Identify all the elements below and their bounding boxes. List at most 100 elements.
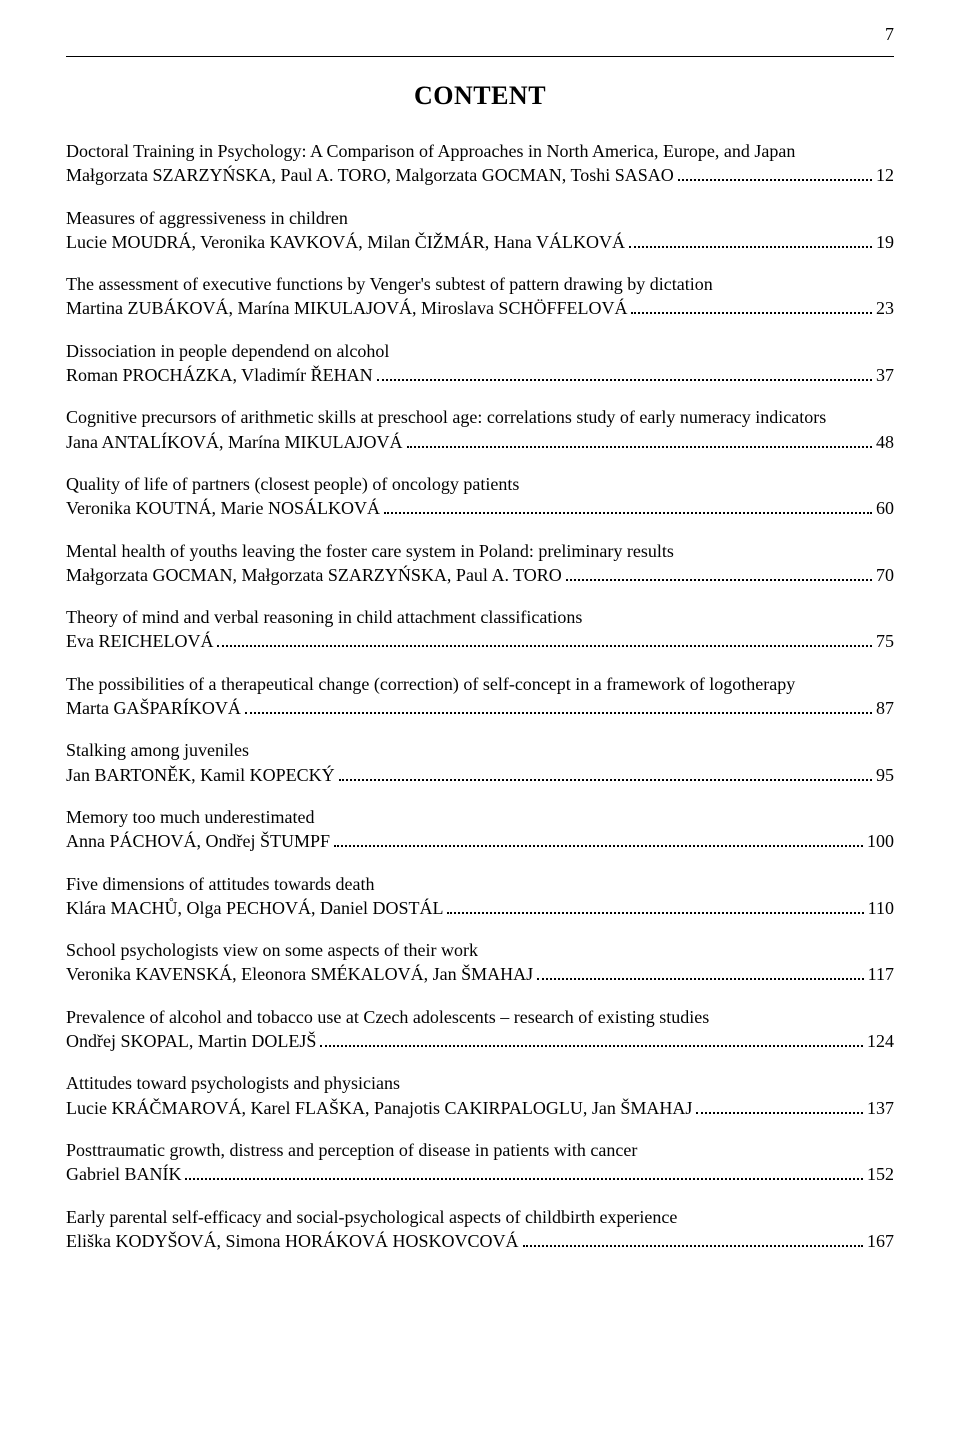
toc-entry-authors-line: Małgorzata GOCMAN, Małgorzata SZARZYŃSKA…	[66, 563, 894, 587]
toc-entry-authors-line: Eva REICHELOVÁ 75	[66, 629, 894, 653]
toc-list: Doctoral Training in Psychology: A Compa…	[66, 139, 894, 1253]
toc-entry-title: Dissociation in people dependend on alco…	[66, 339, 894, 363]
toc-leader-dots	[566, 566, 872, 581]
toc-leader-dots	[217, 632, 872, 647]
toc-entry-title: Theory of mind and verbal reasoning in c…	[66, 605, 894, 629]
toc-entry: School psychologists view on some aspect…	[66, 938, 894, 987]
toc-entry-page: 110	[868, 896, 894, 920]
toc-entry-page: 23	[876, 296, 894, 320]
toc-entry-authors-line: Anna PÁCHOVÁ, Ondřej ŠTUMPF 100	[66, 829, 894, 853]
toc-entry: The assessment of executive functions by…	[66, 272, 894, 321]
toc-leader-dots	[334, 832, 863, 847]
toc-entry-title: Quality of life of partners (closest peo…	[66, 472, 894, 496]
toc-entry: Stalking among juvenilesJan BARTONĚK, Ka…	[66, 738, 894, 787]
toc-entry-page: 95	[876, 763, 894, 787]
content-heading: CONTENT	[66, 81, 894, 111]
toc-entry-authors-line: Jan BARTONĚK, Kamil KOPECKÝ 95	[66, 763, 894, 787]
toc-leader-dots	[678, 166, 872, 181]
toc-entry: Five dimensions of attitudes towards dea…	[66, 872, 894, 921]
toc-entry: Mental health of youths leaving the fost…	[66, 539, 894, 588]
toc-leader-dots	[523, 1232, 863, 1247]
toc-entry-title: Early parental self-efficacy and social-…	[66, 1205, 894, 1229]
toc-entry-authors-line: Veronika KOUTNÁ, Marie NOSÁLKOVÁ 60	[66, 496, 894, 520]
toc-entry-authors-line: Gabriel BANÍK 152	[66, 1162, 894, 1186]
toc-entry-page: 100	[867, 829, 894, 853]
toc-entry-authors-line: Klára MACHŮ, Olga PECHOVÁ, Daniel DOSTÁL…	[66, 896, 894, 920]
toc-entry-title: Mental health of youths leaving the fost…	[66, 539, 894, 563]
toc-entry-authors-line: Martina ZUBÁKOVÁ, Marína MIKULAJOVÁ, Mir…	[66, 296, 894, 320]
toc-entry-authors-line: Roman PROCHÁZKA, Vladimír ŘEHAN 37	[66, 363, 894, 387]
toc-entry-title: Memory too much underestimated	[66, 805, 894, 829]
page-number: 7	[885, 24, 894, 45]
toc-entry-title: The assessment of executive functions by…	[66, 272, 894, 296]
toc-entry-title: Cognitive precursors of arithmetic skill…	[66, 405, 894, 429]
toc-entry: Dissociation in people dependend on alco…	[66, 339, 894, 388]
toc-leader-dots	[377, 366, 872, 381]
toc-entry-page: 117	[868, 962, 894, 986]
toc-entry-page: 70	[876, 563, 894, 587]
toc-entry-authors-line: Marta GAŠPARÍKOVÁ 87	[66, 696, 894, 720]
toc-leader-dots	[245, 699, 872, 714]
toc-entry-page: 12	[876, 163, 894, 187]
toc-entry: Quality of life of partners (closest peo…	[66, 472, 894, 521]
toc-entry-page: 137	[867, 1096, 894, 1120]
toc-entry-authors: Eliška KODYŠOVÁ, Simona HORÁKOVÁ HOSKOVC…	[66, 1229, 519, 1253]
toc-entry-title: Five dimensions of attitudes towards dea…	[66, 872, 894, 896]
toc-entry: Attitudes toward psychologists and physi…	[66, 1071, 894, 1120]
toc-entry-authors: Martina ZUBÁKOVÁ, Marína MIKULAJOVÁ, Mir…	[66, 296, 627, 320]
toc-leader-dots	[629, 233, 872, 248]
toc-entry-authors-line: Małgorzata SZARZYŃSKA, Paul A. TORO, Mal…	[66, 163, 894, 187]
toc-entry-authors: Jan BARTONĚK, Kamil KOPECKÝ	[66, 763, 335, 787]
toc-entry-authors-line: Veronika KAVENSKÁ, Eleonora SMÉKALOVÁ, J…	[66, 962, 894, 986]
toc-entry-title: Posttraumatic growth, distress and perce…	[66, 1138, 894, 1162]
toc-entry-page: 48	[876, 430, 894, 454]
toc-entry-page: 152	[867, 1162, 894, 1186]
toc-entry-authors: Małgorzata SZARZYŃSKA, Paul A. TORO, Mal…	[66, 163, 674, 187]
toc-entry-title: Prevalence of alcohol and tobacco use at…	[66, 1005, 894, 1029]
toc-entry-authors: Anna PÁCHOVÁ, Ondřej ŠTUMPF	[66, 829, 330, 853]
toc-entry-authors: Veronika KOUTNÁ, Marie NOSÁLKOVÁ	[66, 496, 380, 520]
toc-entry: Memory too much underestimatedAnna PÁCHO…	[66, 805, 894, 854]
toc-entry-page: 124	[867, 1029, 894, 1053]
toc-leader-dots	[384, 499, 872, 514]
toc-entry-title: School psychologists view on some aspect…	[66, 938, 894, 962]
toc-entry: Posttraumatic growth, distress and perce…	[66, 1138, 894, 1187]
toc-entry-authors: Małgorzata GOCMAN, Małgorzata SZARZYŃSKA…	[66, 563, 562, 587]
toc-entry-title: The possibilities of a therapeutical cha…	[66, 672, 894, 696]
toc-entry-authors: Roman PROCHÁZKA, Vladimír ŘEHAN	[66, 363, 373, 387]
toc-entry-page: 19	[876, 230, 894, 254]
toc-leader-dots	[407, 432, 873, 447]
toc-entry-authors: Lucie KRÁČMAROVÁ, Karel FLAŠKA, Panajoti…	[66, 1096, 692, 1120]
toc-entry-authors-line: Ondřej SKOPAL, Martin DOLEJŠ 124	[66, 1029, 894, 1053]
toc-entry-authors-line: Lucie KRÁČMAROVÁ, Karel FLAŠKA, Panajoti…	[66, 1096, 894, 1120]
toc-entry-authors-line: Jana ANTALÍKOVÁ, Marína MIKULAJOVÁ48	[66, 430, 894, 454]
toc-entry-authors: Veronika KAVENSKÁ, Eleonora SMÉKALOVÁ, J…	[66, 962, 533, 986]
toc-entry-title: Attitudes toward psychologists and physi…	[66, 1071, 894, 1095]
toc-entry: Prevalence of alcohol and tobacco use at…	[66, 1005, 894, 1054]
toc-entry-page: 167	[867, 1229, 894, 1253]
toc-entry: The possibilities of a therapeutical cha…	[66, 672, 894, 721]
toc-entry-authors: Klára MACHŮ, Olga PECHOVÁ, Daniel DOSTÁL	[66, 896, 443, 920]
toc-leader-dots	[320, 1032, 863, 1047]
toc-entry-page: 60	[876, 496, 894, 520]
toc-entry-authors: Gabriel BANÍK	[66, 1162, 181, 1186]
toc-entry-authors: Marta GAŠPARÍKOVÁ	[66, 696, 241, 720]
toc-entry-page: 87	[876, 696, 894, 720]
toc-entry-title: Doctoral Training in Psychology: A Compa…	[66, 139, 894, 163]
toc-entry-authors: Eva REICHELOVÁ	[66, 629, 213, 653]
toc-leader-dots	[631, 299, 872, 314]
toc-leader-dots	[185, 1165, 863, 1180]
toc-entry-page: 75	[876, 629, 894, 653]
toc-entry-title: Stalking among juveniles	[66, 738, 894, 762]
top-horizontal-rule	[66, 56, 894, 57]
toc-entry-authors-line: Eliška KODYŠOVÁ, Simona HORÁKOVÁ HOSKOVC…	[66, 1229, 894, 1253]
toc-entry: Measures of aggressiveness in childrenLu…	[66, 206, 894, 255]
toc-entry-authors: Ondřej SKOPAL, Martin DOLEJŠ	[66, 1029, 316, 1053]
toc-entry: Theory of mind and verbal reasoning in c…	[66, 605, 894, 654]
toc-entry-page: 37	[876, 363, 894, 387]
toc-entry: Early parental self-efficacy and social-…	[66, 1205, 894, 1254]
toc-leader-dots	[447, 899, 863, 914]
toc-entry: Doctoral Training in Psychology: A Compa…	[66, 139, 894, 188]
toc-entry: Cognitive precursors of arithmetic skill…	[66, 405, 894, 454]
toc-entry-title: Measures of aggressiveness in children	[66, 206, 894, 230]
